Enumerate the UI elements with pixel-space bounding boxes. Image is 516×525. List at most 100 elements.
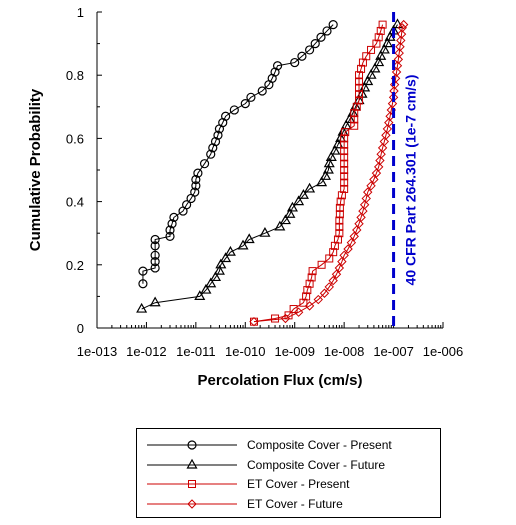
data-point: [366, 181, 376, 191]
data-point: [229, 105, 239, 115]
data-point: [297, 51, 307, 61]
data-point: [210, 136, 221, 147]
data-point: [335, 210, 344, 219]
data-point: [308, 267, 317, 276]
data-point: [150, 241, 160, 251]
data-point: [271, 314, 280, 323]
data-point: [165, 225, 175, 235]
x-tick-label: 1e-008: [324, 344, 364, 359]
data-point: [322, 26, 332, 36]
data-point: [361, 193, 371, 204]
data-point: [213, 264, 225, 275]
data-point: [349, 231, 359, 242]
data-point: [354, 219, 364, 229]
data-point: [243, 233, 255, 244]
legend-swatch: [147, 480, 237, 488]
data-point: [270, 67, 280, 77]
data-point: [372, 39, 381, 48]
data-point: [186, 458, 198, 469]
data-point: [365, 68, 377, 79]
legend: Composite Cover - Present Composite Cover…: [136, 428, 441, 518]
data-point: [340, 172, 349, 181]
y-tick-label: 0.2: [66, 258, 84, 273]
x-axis-title: Percolation Flux (cm/s): [197, 372, 362, 389]
data-point: [355, 83, 364, 92]
y-tick-label: 0.8: [66, 68, 84, 83]
data-point: [375, 50, 387, 60]
x-tick-label: 1e-012: [126, 344, 166, 359]
data-point: [344, 113, 356, 124]
data-point: [362, 75, 374, 86]
data-point: [307, 273, 316, 282]
data-point: [384, 117, 394, 128]
data-point: [290, 57, 300, 68]
data-point: [206, 149, 216, 159]
data-point: [343, 244, 353, 254]
series-circle: [138, 20, 338, 289]
legend-label: Composite Cover - Present: [247, 438, 392, 452]
data-point: [316, 32, 326, 42]
reference-line-label: 40 CFR Part 264.301 (1e-7 cm/s): [403, 75, 419, 286]
x-tick-label: 1e-006: [423, 344, 463, 359]
data-point: [150, 257, 160, 267]
data-point: [224, 245, 236, 256]
data-point: [193, 168, 203, 178]
data-point: [340, 140, 349, 149]
data-point: [340, 166, 349, 174]
data-point: [299, 298, 308, 307]
series-line: [253, 24, 405, 323]
data-point: [337, 256, 347, 267]
data-point: [316, 176, 328, 187]
data-point: [350, 115, 359, 124]
series-diamond: [249, 19, 409, 327]
data-point: [357, 64, 366, 73]
data-point: [371, 168, 382, 178]
data-point: [340, 159, 349, 168]
x-tick-label: 1e-013: [77, 344, 117, 359]
data-point: [284, 208, 296, 218]
data-point: [369, 174, 379, 185]
data-point: [382, 124, 393, 134]
data-point: [355, 96, 364, 105]
data-point: [356, 212, 366, 223]
data-point: [381, 130, 391, 140]
data-point: [191, 181, 201, 191]
data-point: [378, 20, 387, 29]
data-point: [310, 38, 320, 49]
legend-item: Composite Cover - Future: [137, 455, 440, 475]
legend-label: ET Cover - Future: [247, 496, 343, 511]
axes: 0 0.2 0.4 0.6 0.8 1 1e-013 1e-012 1e-011 1e-010 1e…: [66, 5, 463, 359]
data-point: [395, 42, 405, 52]
series-line: [142, 24, 334, 284]
data-point: [221, 111, 231, 121]
data-point: [304, 45, 315, 55]
data-point: [305, 279, 314, 288]
data-point: [335, 222, 344, 231]
data-point: [328, 275, 338, 286]
data-point: [215, 258, 227, 269]
legend-item: Composite Cover - Present: [137, 435, 440, 455]
legend-swatch: [147, 458, 237, 469]
data-point: [182, 200, 192, 210]
data-point: [328, 20, 338, 30]
data-point: [340, 147, 349, 156]
data-point: [381, 37, 393, 48]
data-point: [333, 235, 342, 244]
series-triangle: [136, 18, 404, 313]
data-point: [331, 269, 342, 279]
data-point: [376, 26, 385, 35]
data-point: [378, 43, 390, 54]
data-point: [138, 279, 148, 289]
series-line: [253, 24, 384, 323]
data-point: [191, 174, 201, 185]
data-point: [389, 79, 400, 90]
legend-item: ET Cover - Present: [137, 474, 440, 494]
y-tick-label: 0.4: [66, 195, 84, 210]
data-point: [257, 86, 267, 96]
data-point: [334, 263, 345, 273]
data-point: [165, 231, 175, 241]
data-point: [369, 62, 381, 73]
x-tick-label: 1e-010: [225, 344, 265, 359]
data-point: [324, 282, 334, 292]
data-point: [359, 200, 370, 210]
